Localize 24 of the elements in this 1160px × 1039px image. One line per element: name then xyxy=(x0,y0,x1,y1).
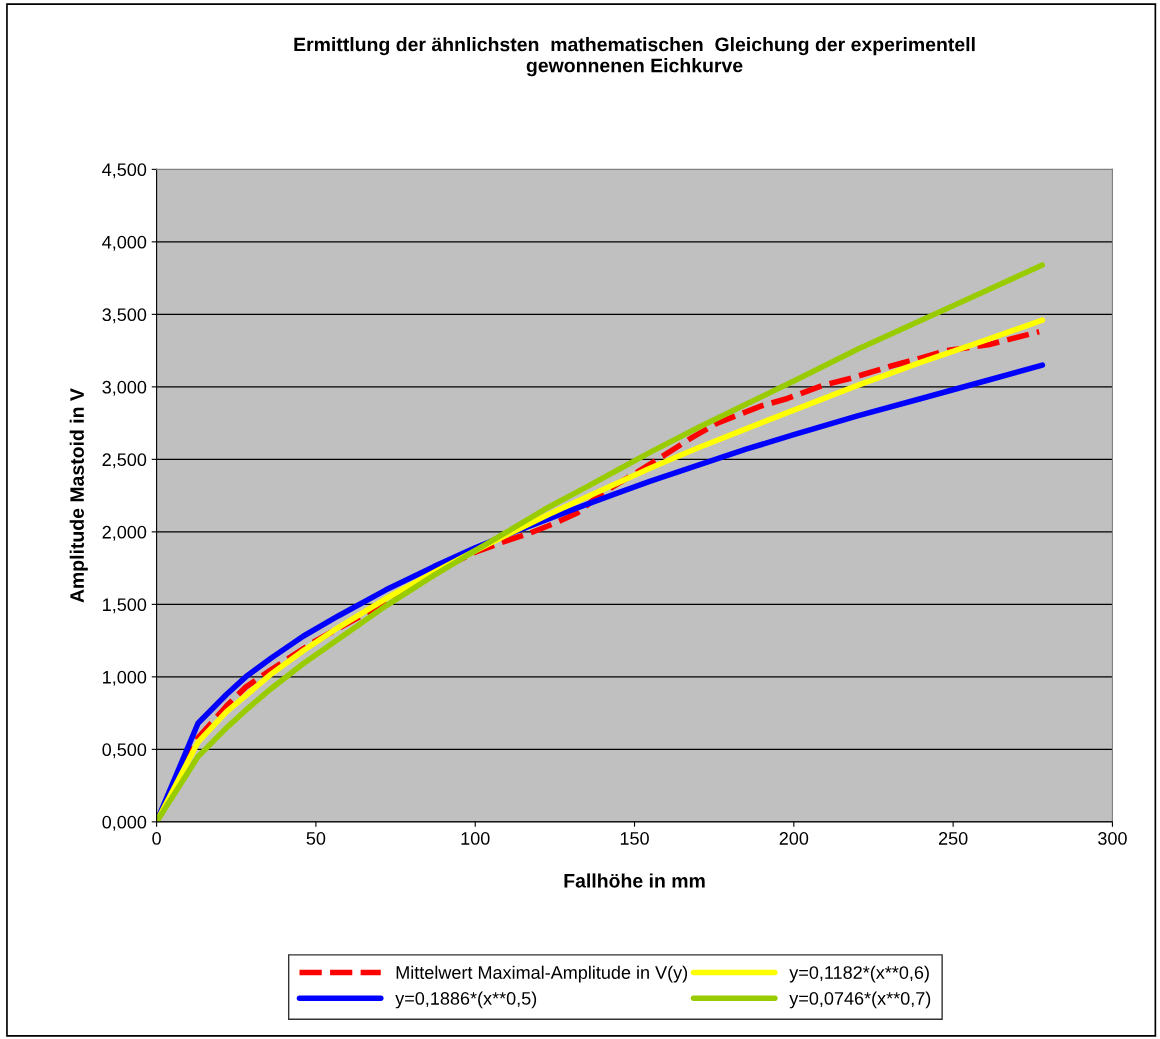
x-tick-label: 0 xyxy=(152,832,161,845)
y-axis-title: Amplitude Mastoid in V xyxy=(69,388,88,603)
legend-label: y=0,0746*(x**0,7) xyxy=(789,991,931,1009)
legend-label: y=0,1182*(x**0,6) xyxy=(789,965,929,983)
y-tick-label: 0,500 xyxy=(102,743,147,759)
y-tick-label: 0,000 xyxy=(102,815,147,831)
y-tick-label: 3,500 xyxy=(102,308,147,324)
y-tick-label: 4,000 xyxy=(102,235,147,251)
x-axis-title: Fallhöhe in mm xyxy=(564,873,705,888)
y-tick-label: 1,000 xyxy=(103,670,147,686)
y-tick-label: 3,000 xyxy=(102,380,147,396)
legend-label: y=0,1886*(x**0,5) xyxy=(395,991,537,1009)
chart-title: Ermittlung der ähnlichsten mathematischen Gleichung der experimentell gewonnenen Eichkurve xyxy=(294,37,975,77)
x-tick-label: 200 xyxy=(779,832,809,845)
y-tick-label: 1,500 xyxy=(103,598,147,614)
x-tick-label: 100 xyxy=(461,832,490,845)
x-tick-label: 250 xyxy=(938,832,968,845)
x-tick-label: 300 xyxy=(1098,832,1127,845)
x-tick-label: 50 xyxy=(306,832,326,845)
y-tick-label: 4,500 xyxy=(102,163,147,179)
y-tick-label: 2,000 xyxy=(102,525,147,541)
legend-label: Mittelwert Maximal-Amplitude in V(y) xyxy=(396,965,688,983)
x-tick-label: 150 xyxy=(620,832,649,845)
y-tick-label: 2,500 xyxy=(102,453,147,469)
